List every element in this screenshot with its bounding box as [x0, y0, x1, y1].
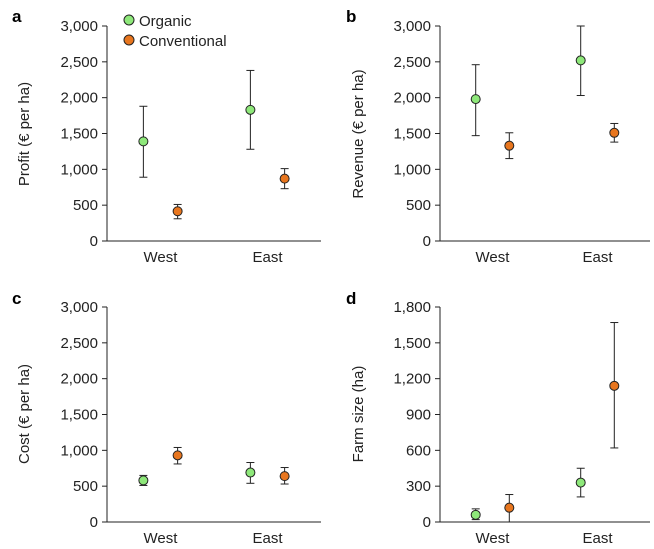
- panel-c-plot: 0 500 1,000 1,500 2,000 2,500 3,000 West East: [60, 299, 321, 547]
- panel-c-point-conventional: [279, 471, 290, 482]
- legend: Organic Conventional: [123, 13, 227, 50]
- panel-b-point-conventional: [609, 127, 620, 138]
- panel-b-point-conventional: [504, 140, 515, 151]
- legend-label-conventional: Conventional: [139, 33, 227, 50]
- panel-c-ylabel: Cost (€ per ha): [16, 364, 33, 464]
- panel-b-ylabel: Revenue (€ per ha): [350, 69, 367, 198]
- panel-c-ytick-label: 1,000: [60, 442, 98, 459]
- panel-d-plot: 0 300 600 900 1,200 1,500 1,800 West East: [393, 299, 650, 547]
- panel-a-ytick-label: 2,000: [60, 90, 98, 107]
- panel-a-xtick-label: East: [252, 249, 283, 266]
- panel-b-ytick-label: 3,000: [393, 18, 431, 35]
- panel-b-ytick-label: 1,000: [393, 161, 431, 178]
- panel-d-xtick-label: West: [476, 530, 511, 547]
- panel-a-ytick-label: 3,000: [60, 18, 98, 35]
- panel-b-xtick-label: West: [476, 249, 511, 266]
- panel-d-point-conventional: [504, 502, 515, 513]
- panel-c-ytick-label: 2,000: [60, 371, 98, 388]
- panel-b-point-organic: [575, 55, 586, 66]
- panel-d-point-organic: [575, 477, 586, 488]
- panel-c-ytick-label: 500: [73, 478, 98, 495]
- panel-c-xtick-label: West: [144, 530, 179, 547]
- legend-marker-conventional: [123, 34, 135, 46]
- panel-d-ytick-label: 0: [423, 514, 431, 531]
- panel-a-ylabel: Profit (€ per ha): [16, 82, 33, 186]
- panel-c-point-organic: [138, 475, 149, 486]
- panel-d-ytick-label: 600: [406, 442, 431, 459]
- panel-d-point-organic: [470, 509, 481, 520]
- panel-d-ytick-label: 1,200: [393, 371, 431, 388]
- panel-b-ytick-label: 500: [406, 197, 431, 214]
- panel-d-ytick-label: 300: [406, 478, 431, 495]
- panel-a-point-conventional: [172, 206, 183, 217]
- panel-a-point-organic: [138, 136, 149, 147]
- panel-a-ytick-label: 1,500: [60, 126, 98, 143]
- panel-letter-c: c: [12, 289, 21, 308]
- panel-d-ytick-label: 1,800: [393, 299, 431, 316]
- panel-letter-a: a: [12, 7, 22, 26]
- panel-c-xtick-label: East: [252, 530, 283, 547]
- panel-b-point-organic: [470, 94, 481, 105]
- panel-d-ytick-label: 900: [406, 407, 431, 424]
- panel-b-plot: 0 500 1,000 1,500 2,000 2,500 3,000 West East: [393, 18, 650, 266]
- legend-marker-organic: [123, 14, 135, 26]
- panel-a-xtick-label: West: [144, 249, 179, 266]
- panel-b-ytick-label: 1,500: [393, 126, 431, 143]
- panel-b-ytick-label: 2,000: [393, 90, 431, 107]
- panel-letter-b: b: [346, 7, 356, 26]
- panel-c-ytick-label: 3,000: [60, 299, 98, 316]
- panel-d-ylabel: Farm size (ha): [350, 366, 367, 463]
- panel-letter-d: d: [346, 289, 356, 308]
- panel-c-point-conventional: [172, 450, 183, 461]
- panel-c-point-organic: [245, 467, 256, 478]
- panel-d-ytick-label: 1,500: [393, 335, 431, 352]
- panel-b-ytick-label: 2,500: [393, 54, 431, 71]
- panel-c-ytick-label: 2,500: [60, 335, 98, 352]
- panel-d-xtick-label: East: [582, 530, 613, 547]
- panel-a-point-organic: [245, 104, 256, 115]
- panel-a-plot: 0 500 1,000 1,500 2,000 2,500 3,000 West East: [60, 18, 321, 266]
- panel-b-xtick-label: East: [582, 249, 613, 266]
- panel-a-ytick-label: 500: [73, 197, 98, 214]
- legend-label-organic: Organic: [139, 13, 192, 30]
- panel-a-ytick-label: 2,500: [60, 54, 98, 71]
- panel-a-point-conventional: [279, 173, 290, 184]
- panel-a-ytick-label: 0: [90, 233, 98, 250]
- panel-b-ytick-label: 0: [423, 233, 431, 250]
- panel-c-ytick-label: 1,500: [60, 407, 98, 424]
- panel-c-ytick-label: 0: [90, 514, 98, 531]
- panel-d: d 0 300 600 900 1,200 1,500 1,800 West East Farm…: [346, 289, 650, 547]
- panel-d-point-conventional: [609, 380, 620, 391]
- panel-a-ytick-label: 1,000: [60, 161, 98, 178]
